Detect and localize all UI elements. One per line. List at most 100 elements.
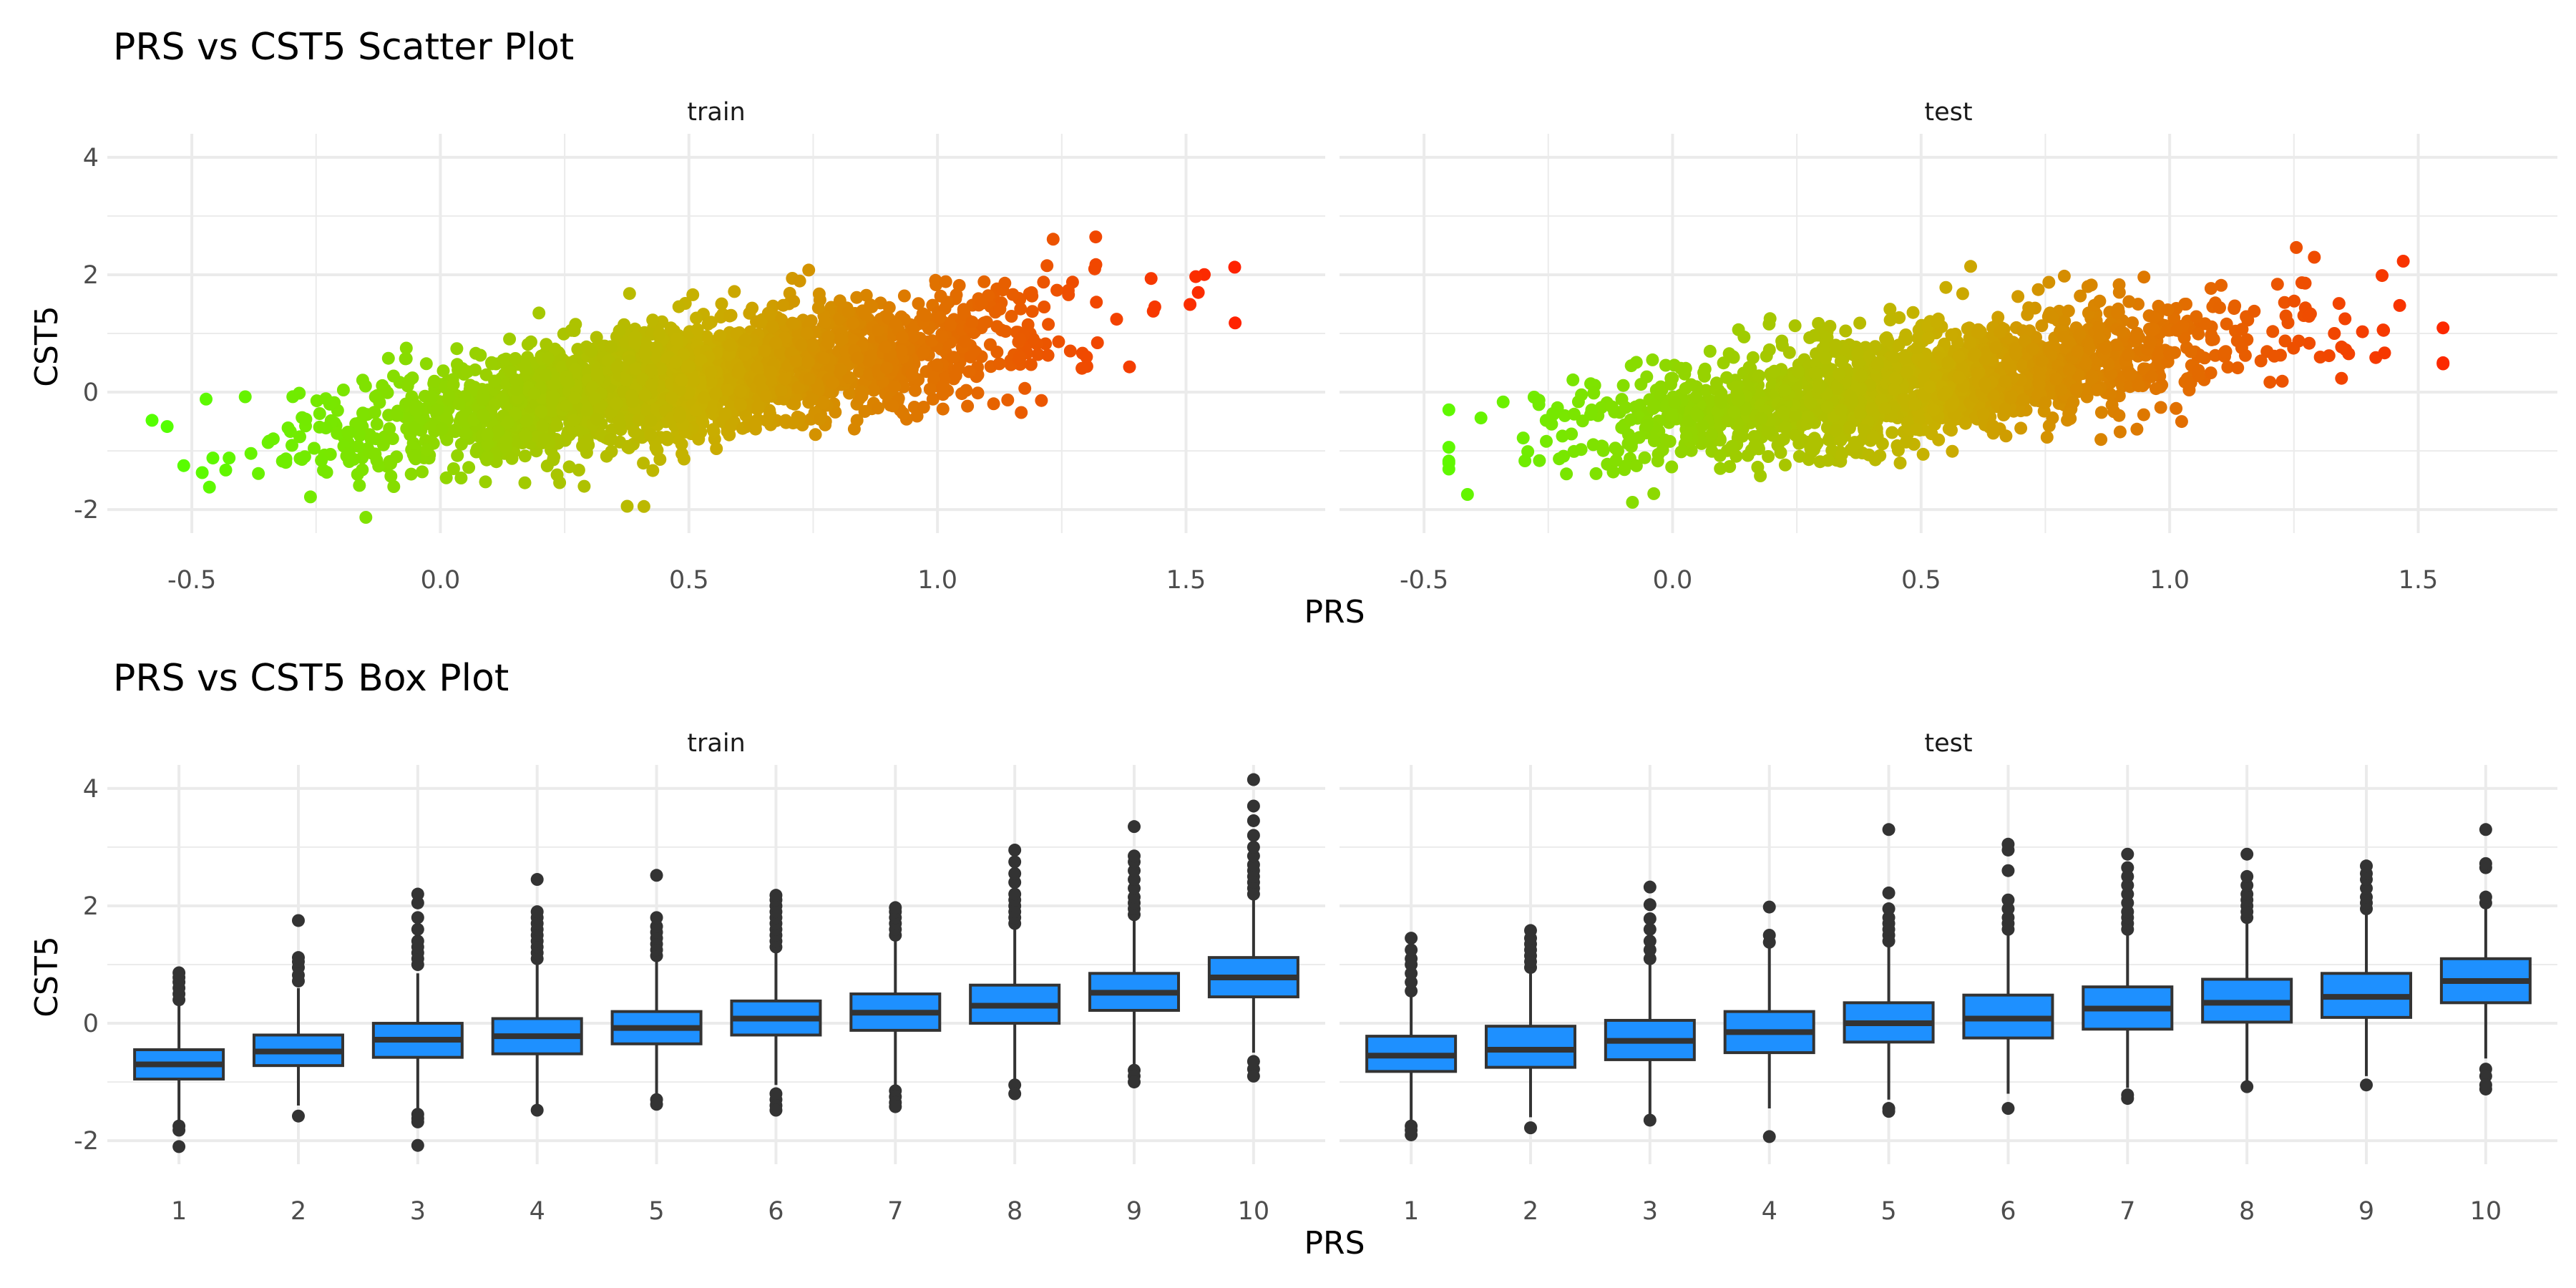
x-tick-label: 0.5 — [669, 566, 709, 595]
scatter-point — [2112, 278, 2126, 291]
scatter-point — [763, 407, 776, 421]
scatter-point — [2218, 346, 2232, 359]
scatter-point — [454, 437, 468, 451]
scatter-point — [1037, 275, 1050, 289]
scatter-point — [2278, 334, 2292, 348]
scatter-point — [1956, 287, 1969, 301]
x-tick-label: 6 — [2000, 1197, 2016, 1226]
scatter-point — [851, 351, 864, 365]
scatter-point — [623, 287, 636, 301]
outlier-point — [2001, 837, 2015, 851]
scatter-point — [2073, 328, 2087, 341]
scatter-point — [786, 416, 800, 430]
scatter-point — [638, 389, 652, 402]
scatter-point — [2137, 362, 2150, 376]
scatter-point — [791, 381, 805, 394]
outlier-point — [1128, 820, 1141, 834]
scatter-point — [2338, 312, 2352, 326]
y-tick-label: 0 — [83, 379, 99, 407]
scatter-point — [1229, 316, 1242, 330]
x-tick-label: 5 — [648, 1197, 664, 1226]
outlier-point — [530, 873, 544, 887]
scatter-point — [1976, 407, 1990, 421]
outlier-point — [1128, 873, 1141, 887]
scatter-point — [1228, 260, 1241, 274]
scatter-point — [1889, 371, 1902, 385]
scatter-point — [219, 463, 233, 477]
x-tick-label: 1.0 — [917, 566, 957, 595]
scatter-point — [731, 366, 745, 380]
scatter-point — [802, 263, 816, 277]
box-train-2 — [252, 914, 344, 1123]
scatter-point — [1868, 340, 1882, 353]
scatter-point — [638, 347, 652, 361]
scatter-point — [1634, 378, 1648, 391]
box-marks-test — [1365, 823, 2532, 1143]
scatter-point — [319, 392, 333, 406]
scatter-point — [766, 320, 779, 333]
scatter-point — [1883, 303, 1897, 316]
scatter-point — [1932, 433, 1946, 447]
scatter-point — [2150, 382, 2162, 396]
scatter-point — [821, 330, 835, 343]
scatter-points-train — [145, 230, 1242, 524]
scatter-point — [746, 301, 759, 315]
scatter-point — [1656, 443, 1669, 457]
scatter-point — [588, 392, 602, 406]
scatter-point — [2035, 319, 2049, 333]
scatter-point — [650, 341, 663, 354]
outlier-point — [2121, 887, 2135, 901]
scatter-point — [847, 316, 860, 330]
scatter-point — [447, 378, 460, 391]
box-test-10 — [2439, 823, 2532, 1096]
outlier-point — [2240, 1080, 2254, 1093]
scatter-point — [905, 367, 919, 381]
scatter-point — [1908, 398, 1921, 411]
scatter-point — [962, 365, 976, 379]
scatter-point — [692, 432, 706, 446]
outlier-point — [1405, 975, 1418, 989]
outlier-point — [1762, 1130, 1776, 1143]
scatter-point — [2111, 306, 2124, 320]
box-test-8 — [2201, 847, 2293, 1093]
scatter-point — [704, 366, 718, 379]
scatter-point — [2018, 334, 2031, 348]
scatter-point — [933, 311, 947, 324]
scatter-point — [407, 421, 421, 435]
scatter-point — [896, 406, 909, 420]
scatter-point — [387, 480, 401, 493]
box-train-10 — [1207, 773, 1299, 1083]
scatter-point — [2184, 345, 2197, 358]
scatter-point — [200, 392, 213, 406]
scatter-point — [2295, 276, 2308, 290]
scatter-point — [520, 414, 533, 428]
scatter-point — [2126, 316, 2139, 330]
scatter-point — [926, 392, 940, 406]
scatter-point — [1893, 457, 1907, 469]
scatter-point — [2322, 349, 2336, 363]
scatter-point — [442, 389, 456, 403]
scatter-point — [313, 420, 326, 434]
scatter-point — [1906, 306, 1920, 319]
scatter-point — [1741, 449, 1755, 462]
x-tick-label: -0.5 — [1400, 566, 1448, 595]
scatter-point — [1911, 341, 1923, 355]
scatter-point — [917, 401, 930, 414]
scatter-point — [2235, 323, 2249, 336]
scatter-point — [817, 396, 830, 409]
scatter-point — [1974, 325, 1987, 338]
x-tick-label: 9 — [2358, 1197, 2374, 1226]
scatter-point — [1626, 496, 1639, 509]
scatter-point — [696, 414, 709, 427]
scatter-point — [1624, 413, 1637, 426]
scatter-point — [748, 418, 762, 431]
scatter-point — [734, 384, 748, 398]
scatter-point — [2057, 330, 2071, 343]
box-train-3 — [371, 887, 464, 1152]
scatter-point — [2113, 425, 2127, 439]
scatter-point — [1776, 406, 1790, 419]
scatter-point — [2204, 366, 2218, 380]
scatter-point — [723, 309, 736, 323]
scatter-point — [1991, 311, 2005, 324]
scatter-point — [2042, 419, 2056, 433]
